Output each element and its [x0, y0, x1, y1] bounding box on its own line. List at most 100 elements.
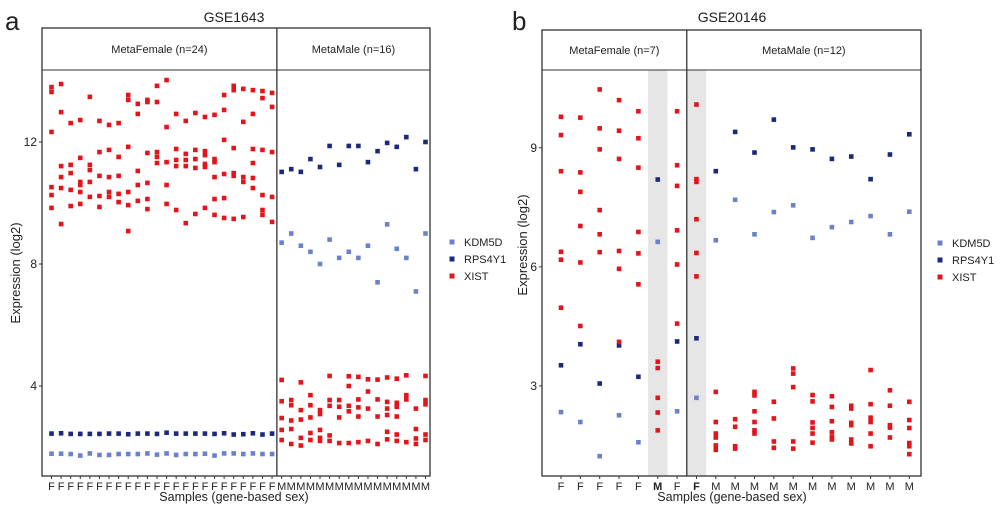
data-point-rps4y1: [558, 362, 564, 368]
data-point-kdm5d: [907, 209, 912, 214]
data-point-xist: [145, 180, 150, 186]
data-point-xist: [279, 427, 284, 433]
data-point-xist: [77, 117, 83, 123]
data-point-kdm5d: [752, 232, 757, 237]
data-point-xist: [848, 420, 854, 426]
data-point-xist: [193, 165, 198, 171]
data-point-xist: [365, 389, 371, 394]
data-point-rps4y1: [423, 139, 428, 145]
data-point-xist: [269, 90, 275, 96]
data-point-xist: [713, 419, 719, 425]
data-point-xist: [907, 440, 912, 446]
data-point-xist: [125, 202, 131, 208]
data-point-rps4y1: [752, 150, 757, 155]
data-point-xist: [231, 83, 237, 89]
data-point-xist: [616, 156, 622, 162]
data-point-xist: [558, 114, 564, 120]
data-point-xist: [49, 205, 54, 211]
data-point-xist: [269, 104, 275, 110]
data-point-kdm5d: [848, 219, 854, 225]
data-point-xist: [578, 115, 583, 120]
data-point-kdm5d: [58, 451, 64, 457]
data-point-xist: [212, 174, 217, 180]
data-point-xist: [269, 219, 275, 225]
data-point-xist: [375, 441, 380, 447]
data-point-rps4y1: [597, 381, 602, 386]
data-point-kdm5d: [68, 451, 73, 457]
data-point-xist: [636, 251, 641, 256]
data-point-xist: [77, 179, 83, 185]
data-point-xist: [558, 132, 564, 138]
data-point-xist: [125, 144, 131, 150]
data-point-xist: [597, 147, 602, 152]
legend-label: RPS4Y1: [952, 255, 994, 267]
data-point-xist: [394, 376, 400, 381]
data-point-xist: [771, 399, 777, 405]
data-point-xist: [356, 405, 361, 410]
data-point-kdm5d: [135, 451, 141, 457]
data-point-xist: [97, 149, 102, 155]
facet-strip-label: MetaFemale (n=24): [111, 44, 207, 56]
data-point-xist: [298, 380, 304, 385]
x-tick-label: F: [269, 481, 276, 493]
data-point-xist: [212, 112, 217, 118]
data-point-kdm5d: [336, 255, 342, 261]
panel-a: a GSE1643 Samples (gene-based sex) Expre…: [5, 6, 506, 504]
data-point-kdm5d: [317, 261, 323, 267]
data-point-rps4y1: [356, 143, 361, 149]
data-point-rps4y1: [202, 431, 208, 436]
data-point-rps4y1: [231, 432, 237, 437]
data-point-xist: [288, 397, 294, 403]
data-point-xist: [636, 165, 641, 170]
data-point-kdm5d: [269, 451, 275, 457]
plot-frame: [41, 27, 431, 477]
x-tick-label: F: [230, 481, 237, 493]
legend-label: RPS4Y1: [464, 254, 506, 266]
data-point-xist: [193, 110, 198, 116]
data-point-xist: [655, 428, 661, 433]
data-point-xist: [356, 397, 361, 402]
data-point-xist: [423, 432, 428, 437]
x-tick-label: F: [173, 481, 180, 493]
data-point-xist: [616, 339, 622, 345]
data-point-xist: [116, 199, 121, 205]
data-point-xist: [308, 402, 313, 408]
data-point-xist: [868, 419, 873, 425]
x-tick-label: M: [411, 481, 420, 493]
data-point-xist: [221, 137, 227, 143]
data-point-xist: [413, 436, 419, 441]
data-point-kdm5d: [260, 451, 265, 457]
data-point-xist: [868, 367, 873, 373]
data-point-xist: [365, 406, 371, 411]
data-point-xist: [394, 414, 400, 419]
x-tick-label: F: [616, 481, 623, 493]
data-point-xist: [558, 305, 564, 311]
data-point-xist: [125, 97, 131, 103]
data-point-xist: [771, 445, 777, 451]
data-point-xist: [231, 87, 237, 93]
data-point-xist: [868, 415, 873, 420]
data-point-kdm5d: [694, 395, 699, 401]
data-point-rps4y1: [578, 341, 583, 347]
data-point-xist: [260, 212, 265, 218]
data-point-xist: [68, 170, 73, 176]
plot-frame: [541, 29, 922, 477]
data-point-xist: [327, 403, 332, 409]
x-tick-label: F: [259, 481, 266, 493]
data-point-xist: [298, 417, 304, 422]
data-point-xist: [279, 377, 284, 383]
data-point-xist: [221, 195, 227, 201]
data-point-rps4y1: [260, 432, 265, 437]
legend-marker-xist: [937, 274, 943, 280]
data-point-kdm5d: [231, 451, 237, 456]
data-point-xist: [58, 163, 64, 169]
x-tick-label: M: [905, 481, 914, 493]
legend-marker-rps4y1: [937, 257, 943, 263]
data-point-xist: [423, 402, 428, 407]
x-tick-label: M: [315, 481, 324, 493]
data-point-xist: [183, 151, 189, 157]
data-point-xist: [790, 439, 796, 444]
data-point-rps4y1: [125, 431, 131, 437]
data-point-xist: [578, 223, 583, 229]
data-point-rps4y1: [336, 162, 342, 168]
